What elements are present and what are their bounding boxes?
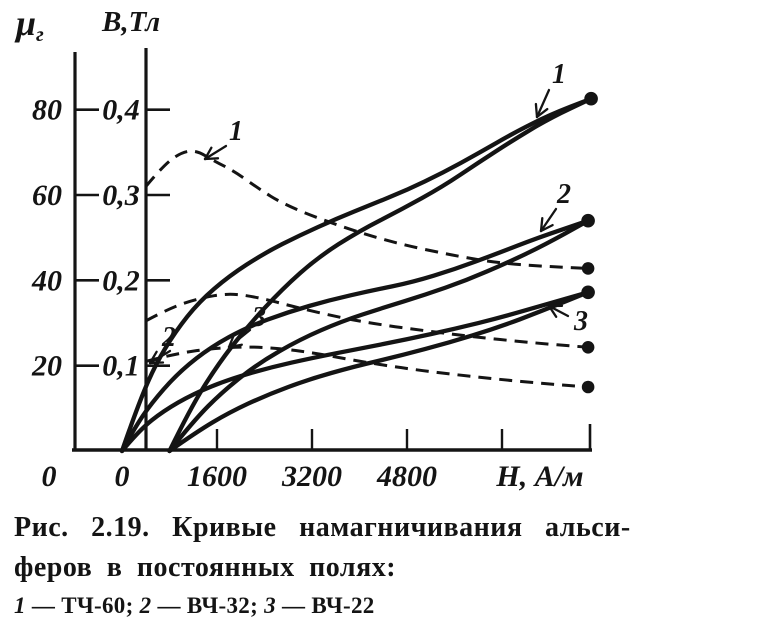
figure-caption: Рис. 2.19. Кривые намагничивания альси- … xyxy=(14,512,758,619)
h-tick-label: 4800 xyxy=(376,460,437,493)
curve-label-arrowhead xyxy=(547,304,558,318)
mu-axis-title: μг xyxy=(16,2,44,47)
b-tick-label: 0,3 xyxy=(102,179,140,212)
caption-line-1: Рис. 2.19. Кривые намагничивания альси- xyxy=(14,512,631,543)
b-tick-label: 0,2 xyxy=(102,264,140,297)
curve-label-leader xyxy=(148,349,172,365)
curve-label-leader xyxy=(227,328,252,349)
curve-label-6: 3 xyxy=(573,306,588,337)
curve-label-2: 2 xyxy=(161,322,176,353)
h-tick-label: 0 xyxy=(115,460,130,493)
h-axis-label: Н, А/м xyxy=(495,460,583,493)
solid-curve-3a xyxy=(119,290,591,454)
curve-label-leader xyxy=(535,88,551,119)
solid-curve-1b xyxy=(167,96,594,454)
legend-text-1: — ТЧ-60; xyxy=(31,593,134,618)
curve-label-arrowhead xyxy=(203,146,213,161)
mu-tick-label: 20 xyxy=(31,350,62,383)
mu-tick-label: 40 xyxy=(31,264,62,297)
mu-tick-label: 80 xyxy=(32,94,62,127)
curve-label-arrowhead xyxy=(534,102,539,119)
mu-axis-title-main: μ xyxy=(16,3,37,43)
curve-label-arrowhead xyxy=(227,333,236,349)
y-scales-zero-label: 0 xyxy=(42,460,57,493)
h-tick-label: 1600 xyxy=(187,460,247,493)
curve-label-leader xyxy=(539,207,558,233)
magnetization-chart: 20 0,1 40 0,2 60 0,3 80 0,4 0 0 1600 3200 4800 Н, А/м… xyxy=(31,48,598,493)
curve-label-leader xyxy=(203,144,228,161)
solid-curve-3b xyxy=(167,290,591,454)
b-tick-label: 0,4 xyxy=(102,94,140,127)
legend-num-3: 3 xyxy=(264,593,276,618)
curve-label-arrowhead xyxy=(539,216,544,233)
mu-axis-title-sub: г xyxy=(36,22,44,46)
dashed-curve-1-end-dot xyxy=(581,262,595,275)
b-tick-label: 0,1 xyxy=(102,350,140,383)
solid-curve-1a xyxy=(119,96,594,454)
dashed-curve-1 xyxy=(144,149,589,270)
legend-text-3: — ВЧ-22 xyxy=(282,593,375,618)
curve-label-1: 1 xyxy=(229,116,243,147)
legend-num-2: 2 xyxy=(139,593,152,618)
caption-line-2: феров в постоянных полях: xyxy=(14,552,397,583)
curve-label-arrowhead xyxy=(148,361,165,365)
curve-label-4: 1 xyxy=(552,59,566,90)
legend-text-2: — ВЧ-32; xyxy=(157,593,259,618)
curve-label-arrowhead xyxy=(227,343,243,349)
mu-tick-label: 60 xyxy=(32,179,62,212)
b-axis-title: В,Тл xyxy=(102,6,161,38)
curve-label-3: 3 xyxy=(251,302,266,333)
curve-label-arrowhead xyxy=(539,223,554,233)
legend-num-1: 1 xyxy=(14,593,26,618)
solid-curve-2a xyxy=(119,218,591,454)
dashed-curve-3-end-dot xyxy=(581,380,595,394)
curve-label-leader xyxy=(547,304,570,318)
h-tick-label: 3200 xyxy=(281,460,342,493)
curve-label-arrowhead xyxy=(148,350,158,365)
caption-legend: 1 — ТЧ-60; 2 — ВЧ-32; 3 — ВЧ-22 xyxy=(14,593,758,619)
curve-label-arrowhead xyxy=(535,107,549,119)
curve-label-5: 2 xyxy=(556,179,571,210)
curve-label-arrowhead xyxy=(203,157,220,161)
dashed-curve-3 xyxy=(145,345,589,389)
dashed-curve-2-end-dot xyxy=(581,341,595,354)
solid-curve-2b xyxy=(167,218,591,454)
